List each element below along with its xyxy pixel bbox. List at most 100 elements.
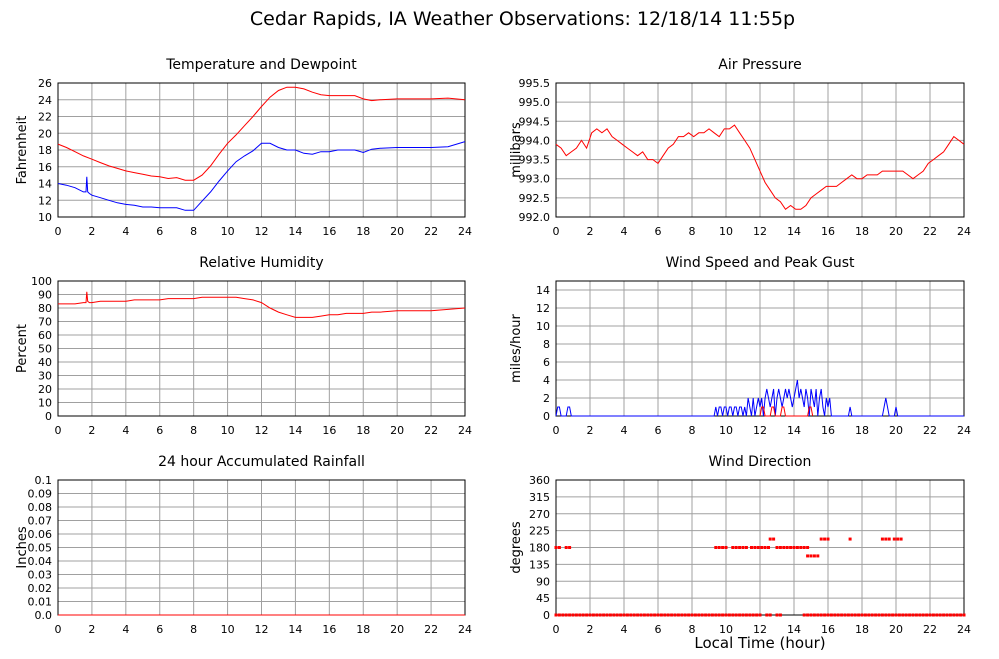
direction-point bbox=[663, 613, 667, 617]
x-tick-label: 14 bbox=[288, 424, 302, 437]
direction-point bbox=[717, 546, 721, 549]
direction-point bbox=[914, 613, 918, 617]
plot-frame bbox=[57, 280, 466, 417]
y-tick-label: 0.05 bbox=[28, 542, 53, 555]
y-axis-label: Fahrenheit bbox=[15, 116, 30, 185]
x-axis-title: Local Time (hour) bbox=[694, 634, 826, 652]
y-tick-label: 135 bbox=[529, 558, 550, 571]
direction-point bbox=[554, 546, 558, 549]
direction-point bbox=[767, 546, 770, 549]
x-tick-label: 6 bbox=[156, 225, 163, 238]
direction-point bbox=[734, 613, 738, 617]
x-tick-label: 8 bbox=[190, 225, 197, 238]
direction-point bbox=[748, 613, 752, 617]
direction-point bbox=[892, 537, 896, 541]
x-tick-label: 2 bbox=[587, 623, 594, 636]
direction-point bbox=[622, 613, 626, 617]
x-tick-label: 12 bbox=[753, 623, 767, 636]
direction-point bbox=[588, 613, 592, 617]
direction-point bbox=[823, 537, 827, 541]
direction-point bbox=[704, 613, 708, 617]
y-tick-label: 50 bbox=[38, 343, 52, 356]
y-tick-label: 100 bbox=[31, 275, 52, 288]
x-tick-label: 16 bbox=[322, 424, 336, 437]
direction-point bbox=[904, 613, 908, 617]
y-tick-label: 12 bbox=[38, 194, 52, 207]
direction-point bbox=[741, 546, 745, 549]
y-axis-label: millibars bbox=[509, 122, 524, 178]
y-tick-label: 992.5 bbox=[519, 192, 551, 205]
direction-point bbox=[557, 546, 561, 549]
direction-point bbox=[676, 613, 680, 617]
x-tick-label: 10 bbox=[719, 623, 733, 636]
x-tick-label: 22 bbox=[424, 225, 438, 238]
direction-point bbox=[629, 613, 633, 617]
x-tick-label: 10 bbox=[221, 225, 235, 238]
direction-point bbox=[863, 613, 867, 617]
y-tick-label: 360 bbox=[529, 474, 550, 487]
direction-point bbox=[656, 613, 660, 617]
x-tick-label: 0 bbox=[55, 225, 62, 238]
direction-point bbox=[561, 613, 565, 617]
direction-point bbox=[887, 537, 891, 541]
direction-point bbox=[646, 613, 650, 617]
x-tick-label: 16 bbox=[821, 623, 835, 636]
y-tick-label: 80 bbox=[38, 302, 52, 315]
direction-point bbox=[605, 613, 609, 617]
panel-title: Relative Humidity bbox=[199, 255, 323, 271]
direction-point bbox=[721, 546, 725, 549]
panel-title: Wind Direction bbox=[709, 454, 812, 470]
direction-point bbox=[806, 546, 810, 549]
direction-point bbox=[846, 613, 850, 617]
direction-point bbox=[959, 613, 963, 617]
x-tick-label: 2 bbox=[88, 225, 95, 238]
direction-point bbox=[819, 537, 823, 541]
direction-point bbox=[632, 613, 636, 617]
direction-point bbox=[768, 537, 772, 541]
direction-point bbox=[744, 546, 748, 549]
direction-point bbox=[955, 613, 959, 617]
direction-point bbox=[938, 613, 942, 617]
x-tick-label: 0 bbox=[553, 225, 560, 238]
direction-point bbox=[891, 613, 895, 617]
direction-point bbox=[809, 554, 813, 558]
y-tick-label: 10 bbox=[38, 397, 52, 410]
direction-point bbox=[802, 546, 806, 549]
direction-point bbox=[673, 613, 677, 617]
direction-point bbox=[581, 613, 585, 617]
direction-point bbox=[753, 546, 757, 549]
direction-point bbox=[763, 546, 767, 549]
x-tick-label: 18 bbox=[855, 623, 869, 636]
direction-point bbox=[806, 613, 810, 617]
y-tick-label: 995.0 bbox=[519, 96, 551, 109]
direction-point bbox=[823, 613, 827, 617]
direction-point bbox=[636, 613, 640, 617]
x-tick-label: 2 bbox=[587, 225, 594, 238]
y-tick-label: 4 bbox=[543, 374, 550, 387]
x-tick-label: 14 bbox=[787, 225, 801, 238]
x-tick-label: 20 bbox=[390, 424, 404, 437]
x-tick-label: 22 bbox=[424, 623, 438, 636]
x-tick-label: 0 bbox=[55, 424, 62, 437]
y-tick-label: 0.02 bbox=[28, 582, 53, 595]
direction-point bbox=[760, 546, 764, 549]
direction-point bbox=[778, 546, 782, 549]
direction-point bbox=[690, 613, 694, 617]
x-tick-label: 6 bbox=[655, 623, 662, 636]
direction-point bbox=[738, 546, 742, 549]
direction-point bbox=[574, 613, 578, 617]
x-tick-label: 14 bbox=[787, 424, 801, 437]
direction-point bbox=[693, 613, 697, 617]
direction-point bbox=[867, 613, 871, 617]
x-tick-label: 0 bbox=[55, 623, 62, 636]
x-tick-label: 4 bbox=[621, 623, 628, 636]
y-tick-label: 45 bbox=[536, 592, 550, 605]
direction-point bbox=[653, 613, 657, 617]
y-tick-label: 14 bbox=[536, 284, 550, 297]
y-tick-label: 0.08 bbox=[28, 501, 53, 514]
x-tick-label: 24 bbox=[458, 424, 472, 437]
plot-frame bbox=[57, 82, 466, 218]
x-tick-label: 16 bbox=[821, 424, 835, 437]
